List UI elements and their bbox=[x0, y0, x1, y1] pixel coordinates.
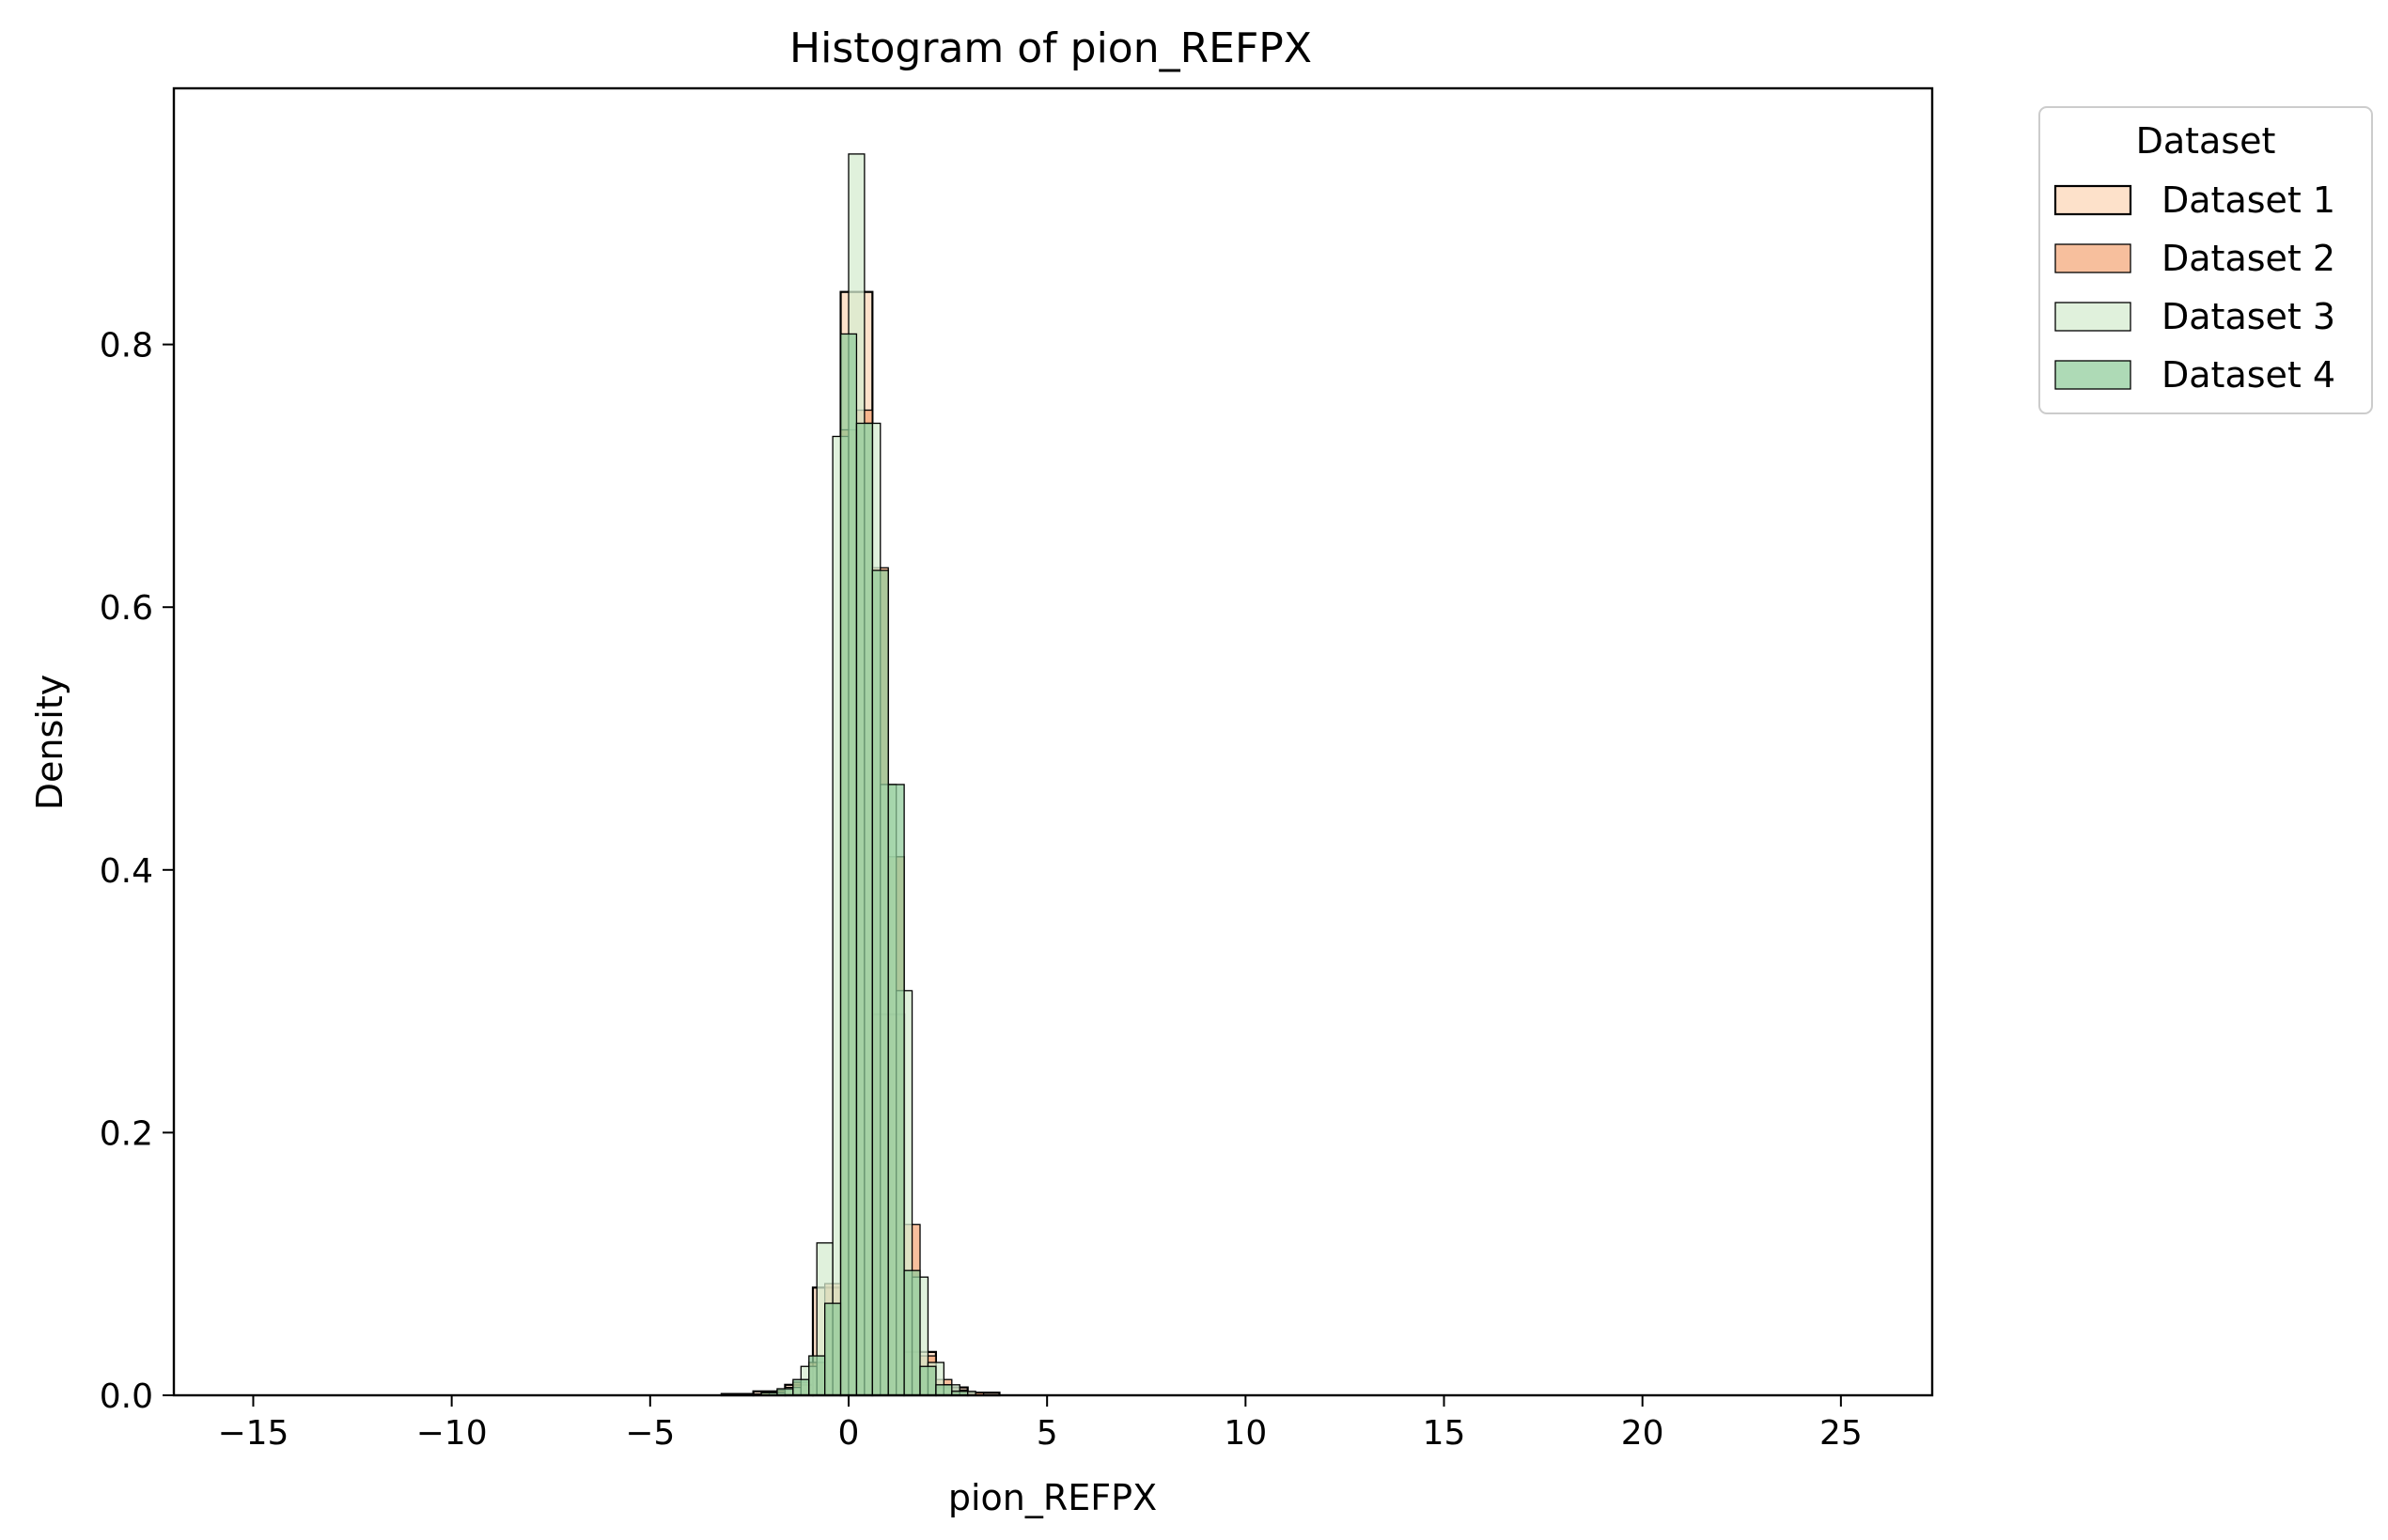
x-tick-label: −5 bbox=[625, 1414, 675, 1453]
y-tick-label: 0.0 bbox=[100, 1377, 153, 1416]
x-tick-label: 10 bbox=[1224, 1414, 1267, 1453]
legend-label: Dataset 3 bbox=[2162, 296, 2335, 337]
histogram-bar bbox=[824, 1302, 842, 1396]
x-tick-label: 20 bbox=[1621, 1414, 1664, 1453]
y-tick-label: 0.2 bbox=[100, 1114, 153, 1153]
y-tick-label: 0.4 bbox=[100, 852, 153, 891]
legend-swatch bbox=[2053, 184, 2132, 216]
histogram-bar bbox=[887, 784, 905, 1396]
histogram-bar bbox=[808, 1355, 826, 1396]
x-tick-label: 15 bbox=[1423, 1414, 1466, 1453]
legend-label: Dataset 4 bbox=[2162, 354, 2335, 396]
plot-bars bbox=[720, 153, 1001, 1397]
x-axis: −15 −10 −5 0 5 10 15 20 25 bbox=[217, 1395, 1863, 1453]
legend-swatch bbox=[2054, 243, 2131, 273]
legend-swatch bbox=[2054, 360, 2131, 390]
series-4 bbox=[760, 333, 969, 1396]
y-tick-label: 0.8 bbox=[100, 327, 153, 366]
y-tick-label: 0.6 bbox=[100, 589, 153, 628]
legend-title: Dataset bbox=[2136, 120, 2276, 162]
y-axis-label: Density bbox=[29, 675, 70, 810]
histogram-bar bbox=[839, 333, 858, 1396]
histogram-bar bbox=[919, 1365, 937, 1396]
legend-entries: Dataset 1 Dataset 2 Dataset 3 Dataset 4 bbox=[2053, 179, 2335, 396]
histogram-bar bbox=[903, 1269, 921, 1396]
legend-label: Dataset 1 bbox=[2162, 179, 2335, 221]
y-axis: 0.0 0.2 0.4 0.6 0.8 bbox=[100, 327, 174, 1416]
legend-label: Dataset 2 bbox=[2162, 238, 2335, 279]
histogram-bar bbox=[935, 1384, 953, 1396]
x-tick-label: 0 bbox=[838, 1414, 860, 1453]
plot-frame bbox=[172, 86, 1934, 1397]
histogram-bar bbox=[871, 569, 889, 1396]
x-tick-label: 5 bbox=[1037, 1414, 1058, 1453]
x-tick-label: −10 bbox=[416, 1414, 488, 1453]
legend-frame bbox=[2038, 106, 2373, 414]
histogram-bar bbox=[792, 1378, 810, 1396]
x-tick-label: −15 bbox=[217, 1414, 289, 1453]
legend-swatch bbox=[2054, 302, 2131, 332]
chart-title: Histogram of pion_REFPX bbox=[789, 24, 1312, 72]
x-tick-label: 25 bbox=[1819, 1414, 1863, 1453]
x-axis-label: pion_REFPX bbox=[948, 1477, 1157, 1518]
histogram-bar bbox=[855, 422, 873, 1396]
